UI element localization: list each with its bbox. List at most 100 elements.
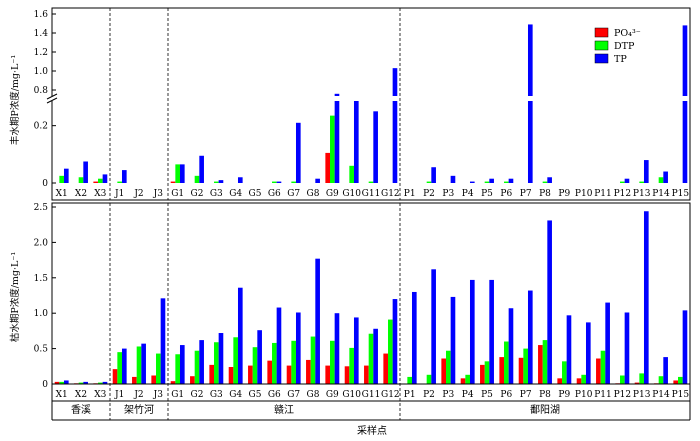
top-x-tick-label: P8 — [539, 189, 551, 199]
bottom-x-tick-label: G1 — [171, 390, 184, 400]
bottom-x-tick-label: P10 — [575, 390, 593, 400]
bar-dry-tp-G4 — [237, 287, 243, 384]
bar-dry-dtp-P4 — [465, 374, 470, 384]
bar-wet-po-X3 — [93, 181, 99, 183]
bar-dry-tp-P5 — [489, 279, 494, 384]
bar-wet-dtp-P12 — [620, 181, 625, 183]
top-x-tick-label: G10 — [342, 189, 361, 199]
bar-dry-tp-G9 — [334, 313, 340, 384]
bottom-x-tick-label: P12 — [614, 390, 632, 400]
bar-wet-dtp-G9 — [330, 115, 335, 183]
bar-dry-tp-J3 — [160, 298, 166, 384]
bar-dry-dtp-P12 — [620, 375, 625, 384]
bar-dry-tp-G5 — [257, 330, 262, 384]
bottom-x-tick-label: P11 — [594, 390, 612, 400]
bar-wet-tp-P2 — [431, 167, 436, 183]
bar-wet-dtp-G7 — [291, 181, 296, 183]
bottom-x-tick-label: X1 — [56, 390, 68, 400]
bottom-x-tick-label: G3 — [210, 390, 223, 400]
bar-dry-dtp-G3 — [214, 342, 219, 384]
axis-break-gap — [53, 96, 689, 101]
bar-dry-po-X1 — [54, 381, 60, 384]
top-y-tick-label: 0 — [42, 179, 48, 189]
bar-wet-dtp-G1 — [175, 164, 180, 183]
top-x-tick-label: J1 — [114, 189, 124, 199]
bar-dry-dtp-P13 — [639, 373, 644, 384]
top-x-tick-label: P11 — [594, 189, 612, 199]
bottom-y-tick-label: 1.5 — [34, 274, 49, 284]
top-x-tick-label: G3 — [210, 189, 223, 199]
bar-dry-tp-P9 — [566, 315, 572, 384]
bottom-x-tick-label: J1 — [114, 390, 124, 400]
bottom-x-tick-label: G4 — [229, 390, 242, 400]
bar-wet-tp-G6 — [276, 181, 282, 183]
axis-break-mask — [48, 96, 56, 101]
bar-dry-dtp-P10 — [581, 374, 586, 384]
bar-wet-tp-P6 — [508, 178, 514, 183]
bar-dry-tp-P14 — [663, 357, 668, 384]
bar-dry-dtp-J3 — [156, 353, 161, 384]
top-y-tick-label: 0.2 — [34, 122, 48, 132]
legend-label-dtp: DTP — [614, 41, 635, 52]
bar-dry-dtp-P9 — [562, 361, 567, 384]
bar-wet-dtp-P5 — [484, 181, 490, 183]
bar-dry-po-G5 — [248, 365, 253, 384]
top-x-tick-label: P1 — [404, 189, 416, 199]
bar-wet-tp-G11 — [373, 111, 378, 183]
bottom-x-tick-label: P2 — [423, 390, 435, 400]
top-x-tick-label: G1 — [171, 189, 184, 199]
bar-dry-po-P4 — [460, 378, 466, 384]
top-x-tick-label: X3 — [94, 189, 106, 199]
bar-wet-tp-G12 — [392, 68, 398, 183]
top-x-tick-label: X2 — [75, 189, 87, 199]
bar-dry-dtp-P8 — [542, 340, 548, 384]
bar-wet-dtp-G6 — [272, 181, 277, 183]
bar-dry-tp-P10 — [585, 322, 591, 384]
bottom-y-axis-label: 枯水期P浓度/mg·L⁻¹ — [9, 252, 21, 343]
bar-dry-dtp-G8 — [310, 336, 316, 384]
x-axis-label: 采样点 — [357, 424, 387, 437]
bar-wet-tp-X2 — [83, 161, 88, 183]
top-x-tick-label: P13 — [633, 189, 651, 199]
bar-dry-dtp-J1 — [117, 352, 122, 384]
bar-wet-dtp-P13 — [639, 181, 644, 183]
bottom-x-tick-label: X3 — [94, 390, 106, 400]
bar-dry-dtp-P15 — [678, 376, 683, 384]
bottom-x-tick-label: P9 — [558, 390, 570, 400]
bar-wet-dtp-G2 — [194, 175, 200, 183]
bar-dry-tp-X1 — [63, 380, 69, 384]
bar-dry-tp-X3 — [102, 381, 108, 384]
bar-wet-dtp-P6 — [504, 181, 509, 183]
bar-dry-tp-P6 — [508, 308, 514, 384]
bar-dry-tp-P7 — [527, 290, 533, 384]
bottom-x-tick-label: X2 — [75, 390, 87, 400]
bar-wet-tp-G4 — [237, 177, 243, 183]
bottom-x-tick-label: P1 — [404, 390, 416, 400]
bottom-x-tick-label: P14 — [652, 390, 670, 400]
bar-dry-tp-X2 — [83, 381, 88, 384]
bar-dry-tp-G7 — [295, 312, 301, 384]
bar-dry-tp-P3 — [450, 296, 456, 384]
bar-dry-tp-G1 — [179, 345, 185, 384]
bar-dry-dtp-P1 — [407, 376, 412, 384]
bottom-x-tick-label: J2 — [133, 390, 143, 400]
bar-dry-po-P5 — [480, 364, 485, 384]
bottom-x-tick-label: P6 — [500, 390, 512, 400]
bar-dry-tp-P12 — [624, 312, 630, 384]
bar-dry-dtp-J2 — [136, 346, 142, 384]
wet-season-panel: 0.8 1.0 1.2 1.4 1.6 0 0.2 X1 X2 X3 J1 J2 J3 G1 G2 G3 G4 G… — [34, 7, 691, 201]
bar-wet-tp-G8 — [315, 178, 320, 183]
axis-break-mark — [46, 93, 58, 100]
bar-wet-tp-P14 — [663, 171, 668, 183]
top-y-tick-label: 1.6 — [34, 10, 49, 20]
bar-dry-po-P10 — [576, 378, 582, 384]
bar-wet-tp-P3 — [450, 175, 456, 183]
top-x-tick-label: P3 — [442, 189, 454, 199]
bar-dry-po-G4 — [228, 367, 234, 384]
bar-dry-dtp-X1 — [59, 381, 64, 384]
bar-wet-dtp-X1 — [59, 175, 64, 183]
bar-dry-dtp-G4 — [233, 337, 238, 384]
bar-dry-dtp-G10 — [349, 347, 354, 384]
bar-dry-dtp-P3 — [446, 350, 451, 384]
legend-label-tp: TP — [614, 54, 627, 65]
